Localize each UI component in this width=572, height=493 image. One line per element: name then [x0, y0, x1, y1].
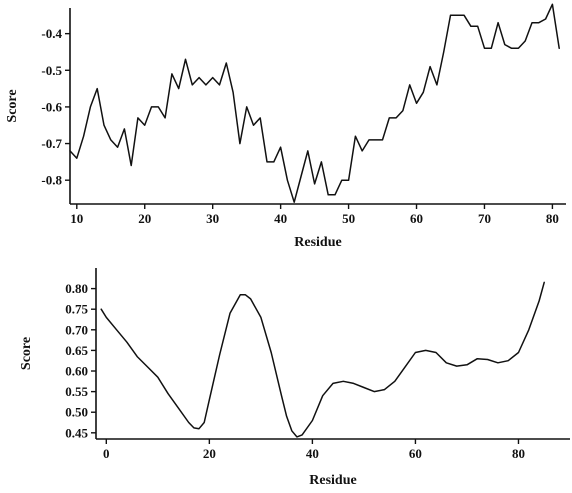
y-tick-label: -0.4 — [41, 26, 62, 41]
y-tick-label: -0.5 — [41, 63, 62, 78]
y-tick-label: 0.60 — [65, 364, 88, 379]
series-line — [100, 281, 545, 438]
x-tick-label: 80 — [512, 446, 525, 461]
x-tick-label: 70 — [478, 211, 491, 226]
y-axis-title: Score — [19, 337, 34, 370]
x-tick-label: 20 — [138, 211, 151, 226]
series-line — [69, 3, 560, 203]
x-tick-label: 40 — [306, 446, 319, 461]
y-tick-label: 0.80 — [65, 281, 88, 296]
x-axis-title: Residue — [294, 235, 341, 250]
x-axis-title: Residue — [309, 473, 356, 488]
x-tick-label: 80 — [546, 211, 559, 226]
x-tick-label: 20 — [203, 446, 216, 461]
bottom-line-chart: 0 20 40 60 80 0.45 0.50 0.55 0.60 0.65 0.70 0.75 0.8… — [19, 268, 570, 488]
y-tick-label: 0.45 — [65, 425, 88, 440]
y-tick-label: -0.7 — [41, 136, 62, 151]
x-tick-label: 60 — [409, 446, 422, 461]
x-tick-label: 50 — [342, 211, 355, 226]
x-tick-label: 10 — [70, 211, 83, 226]
x-tick-label: 0 — [103, 446, 110, 461]
x-tick-label: 40 — [274, 211, 287, 226]
y-tick-label: 0.75 — [65, 302, 88, 317]
x-tick-label: 30 — [206, 211, 219, 226]
y-axis-title: Score — [5, 89, 20, 122]
y-tick-label: 0.50 — [65, 405, 88, 420]
y-tick-label: 0.65 — [65, 343, 88, 358]
y-tick-label: 0.55 — [65, 384, 88, 399]
y-tick-label: 0.70 — [65, 322, 88, 337]
x-tick-label: 60 — [410, 211, 423, 226]
top-line-chart: 10 20 30 40 50 60 70 80 -0.8 -0.7 -0.6 -0.5 -0.4 Resi… — [5, 3, 566, 250]
y-tick-label: -0.6 — [41, 99, 62, 114]
y-tick-label: -0.8 — [41, 173, 62, 188]
